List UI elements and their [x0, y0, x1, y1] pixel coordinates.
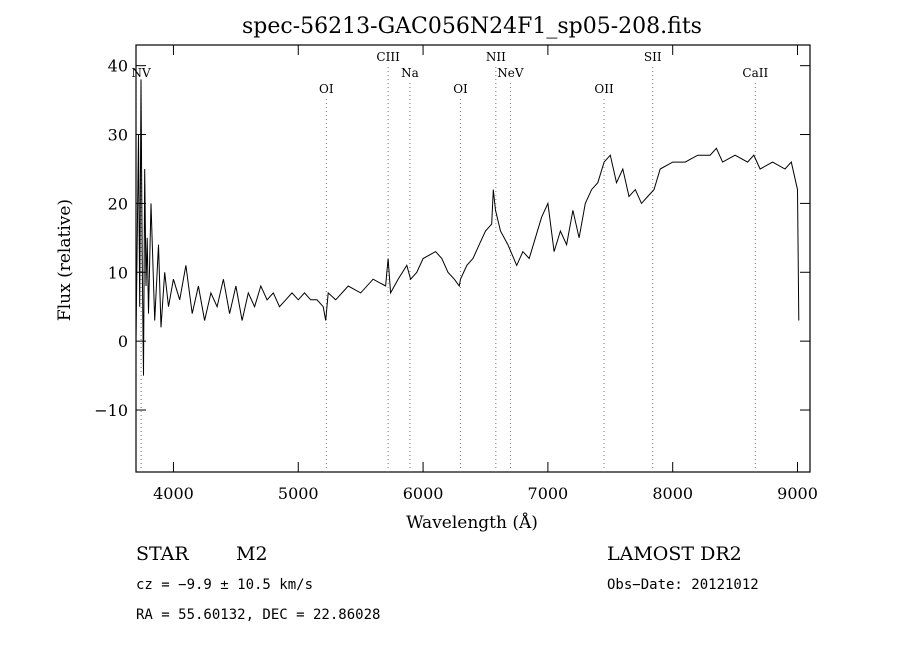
x-tick-label: 8000	[652, 484, 693, 503]
x-tick-label: 9000	[777, 484, 818, 503]
line-marker-label: CIII	[376, 50, 400, 64]
y-tick-label: −10	[94, 401, 128, 420]
x-axis-label: Wavelength (Å)	[406, 512, 538, 533]
y-axis-label: Flux (relative)	[55, 199, 75, 321]
x-tick-label: 7000	[528, 484, 569, 503]
line-marker-label: NII	[486, 50, 506, 64]
line-marker-label: NV	[132, 66, 152, 80]
line-marker-label: SII	[644, 50, 662, 64]
coordinates: RA = 55.60132, DEC = 22.86028	[136, 607, 380, 623]
y-tick-label: 10	[108, 263, 128, 282]
line-marker-label: CaII	[742, 66, 768, 80]
x-tick-label: 4000	[153, 484, 194, 503]
line-marker-label: OII	[594, 82, 614, 96]
y-tick-label: 40	[108, 57, 128, 76]
line-marker-label: OI	[319, 82, 334, 96]
y-tick-label: 20	[108, 194, 128, 213]
subclass: M2	[236, 543, 268, 565]
y-tick-label: 30	[108, 126, 128, 145]
obs-date: Obs−Date: 20121012	[607, 577, 759, 593]
y-tick-label: 0	[118, 332, 128, 351]
x-tick-label: 6000	[403, 484, 444, 503]
line-marker-label: NeV	[497, 66, 524, 80]
plot-frame	[135, 44, 811, 473]
line-marker-label: Na	[401, 66, 419, 80]
x-tick-label: 5000	[278, 484, 319, 503]
axis-ticks: 4000 5000 6000 7000 8000 9000 −10 0 10 20 30 40	[94, 45, 818, 503]
spectrum-line	[135, 79, 800, 376]
survey-name: LAMOST DR2	[607, 543, 742, 565]
line-marker-label: OI	[453, 82, 468, 96]
chart-title: spec-56213-GAC056N24F1_sp05-208.fits	[242, 14, 702, 39]
redshift-line: cz = −9.9 ± 10.5 km/s	[136, 577, 313, 593]
object-class: STAR	[136, 543, 189, 565]
